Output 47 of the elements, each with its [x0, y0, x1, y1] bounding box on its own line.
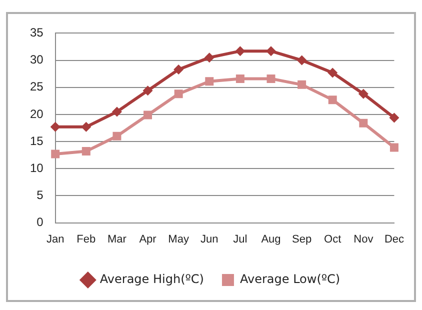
y-tick-label: 5: [36, 188, 44, 202]
x-tick-label: Dec: [384, 233, 404, 246]
point: [266, 46, 276, 56]
point: [82, 147, 90, 156]
point: [359, 118, 368, 128]
point: [81, 122, 92, 132]
point: [112, 132, 122, 140]
y-tick-label: 25: [30, 80, 44, 94]
point: [235, 46, 246, 56]
point: [144, 110, 152, 120]
x-tick-label: May: [168, 233, 190, 246]
x-tick-label: Nov: [354, 233, 374, 246]
point: [112, 106, 122, 117]
point: [328, 96, 337, 104]
x-tick-label: Mar: [107, 233, 127, 246]
x-tick-label: Jan: [46, 233, 64, 246]
x-tick-label: Aug: [261, 233, 281, 246]
x-tick-label: Jun: [200, 233, 218, 246]
point: [328, 68, 338, 78]
legend-label: Average Low(ºC): [240, 272, 340, 286]
x-tick-label: Jul: [233, 233, 248, 246]
x-tick-label: Feb: [76, 233, 96, 246]
x-tick-label: Apr: [139, 233, 157, 246]
legend-label: Average High(ºC): [100, 272, 204, 286]
point: [358, 88, 368, 99]
point: [51, 150, 60, 158]
point: [266, 74, 276, 83]
point: [389, 112, 400, 123]
point: [296, 55, 307, 66]
point: [205, 77, 214, 86]
x-tick-label: Sep: [292, 233, 312, 246]
point: [298, 80, 306, 89]
y-tick-label: 20: [30, 106, 44, 121]
x-tick-label: Oct: [324, 233, 342, 246]
y-tick-label: 35: [30, 26, 44, 40]
point: [174, 90, 183, 98]
chart-frame: Average High(ºC) Average Low(ºC) Jan Feb Mar Apr May Jun Jul Aug Sep Oct Nov Dec 0 5 10 15 20 25 30 35: [6, 12, 416, 302]
point: [390, 143, 398, 152]
y-tick-label: 0: [36, 215, 44, 230]
point: [236, 74, 244, 83]
y-tick-label: 10: [30, 160, 44, 175]
point: [50, 122, 60, 132]
point: [142, 86, 153, 96]
y-tick-label: 15: [30, 134, 44, 148]
point: [174, 64, 184, 74]
y-tick-label: 30: [30, 52, 44, 67]
point: [204, 52, 214, 63]
